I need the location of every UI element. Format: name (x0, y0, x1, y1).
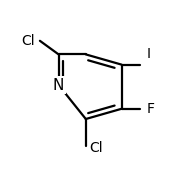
Text: Cl: Cl (21, 34, 35, 48)
Text: F: F (147, 102, 155, 116)
Text: Cl: Cl (89, 141, 103, 155)
Text: N: N (53, 78, 64, 92)
Text: I: I (147, 47, 151, 61)
